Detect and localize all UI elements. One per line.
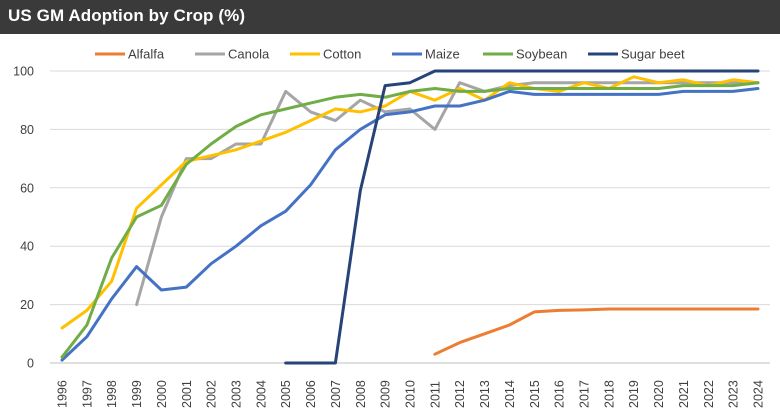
legend-label-maize: Maize bbox=[425, 47, 460, 62]
x-tick-label: 1997 bbox=[80, 380, 94, 408]
x-tick-label: 2006 bbox=[304, 380, 318, 408]
legend-label-cotton: Cotton bbox=[323, 47, 361, 62]
chart-title: US GM Adoption by Crop (%) bbox=[8, 6, 246, 25]
y-tick-label: 20 bbox=[20, 298, 34, 312]
x-tick-label: 2003 bbox=[230, 380, 244, 408]
legend-label-alfalfa: Alfalfa bbox=[128, 47, 165, 62]
x-tick-label: 2004 bbox=[254, 380, 268, 408]
x-tick-label: 2010 bbox=[404, 380, 418, 408]
series-line-soybean bbox=[60, 81, 760, 359]
x-tick-label: 2005 bbox=[279, 380, 293, 408]
series-line-alfalfa bbox=[433, 307, 760, 356]
x-tick-label: 2023 bbox=[727, 380, 741, 408]
gridlines bbox=[50, 70, 770, 364]
x-tick-label: 2019 bbox=[627, 380, 641, 408]
legend-label-canola: Canola bbox=[228, 47, 270, 62]
series-line-canola bbox=[135, 81, 760, 307]
y-tick-label: 60 bbox=[20, 181, 34, 195]
series-lines bbox=[60, 69, 760, 365]
x-tick-label: 2022 bbox=[702, 380, 716, 408]
x-tick-label: 2014 bbox=[503, 380, 517, 408]
x-tick-label: 2007 bbox=[329, 380, 343, 408]
legend-label-sugar-beet: Sugar beet bbox=[621, 47, 685, 62]
x-tick-label: 1999 bbox=[130, 380, 144, 408]
x-tick-label: 2002 bbox=[205, 380, 219, 408]
x-tick-label: 2020 bbox=[652, 380, 666, 408]
x-tick-label: 2000 bbox=[155, 380, 169, 408]
series-line-maize bbox=[60, 87, 760, 362]
x-tick-label: 1996 bbox=[56, 380, 70, 408]
x-tick-label: 2001 bbox=[180, 380, 194, 408]
x-tick-label: 2015 bbox=[528, 380, 542, 408]
y-tick-label: 40 bbox=[20, 240, 34, 254]
y-tick-label: 80 bbox=[20, 123, 34, 137]
x-tick-label: 2013 bbox=[478, 380, 492, 408]
x-tick-label: 2018 bbox=[602, 380, 616, 408]
x-tick-label: 2008 bbox=[354, 380, 368, 408]
chart-title-bar: US GM Adoption by Crop (%) bbox=[0, 0, 780, 34]
x-tick-label: 2024 bbox=[752, 380, 766, 408]
series-line-sugar-beet bbox=[284, 69, 760, 365]
x-tick-label: 2011 bbox=[428, 381, 442, 408]
x-tick-label: 2012 bbox=[453, 380, 467, 408]
y-tick-label: 0 bbox=[27, 357, 34, 371]
y-tick-label: 100 bbox=[13, 65, 34, 79]
y-axis-ticks: 0 20 40 60 80 100 bbox=[13, 65, 34, 371]
x-tick-label: 2009 bbox=[379, 380, 393, 408]
x-tick-label: 2021 bbox=[677, 380, 691, 408]
legend-label-soybean: Soybean bbox=[516, 47, 567, 62]
x-tick-label: 2016 bbox=[553, 380, 567, 408]
legend: Alfalfa Canola Cotton Maize Soybean Sugar bee… bbox=[95, 47, 685, 62]
x-tick-label: 1998 bbox=[105, 380, 119, 408]
x-axis-ticks: 1996 1997 1998 1999 2000 2001 2002 2003 2004 2005… bbox=[56, 380, 766, 408]
x-tick-label: 2017 bbox=[578, 380, 592, 408]
